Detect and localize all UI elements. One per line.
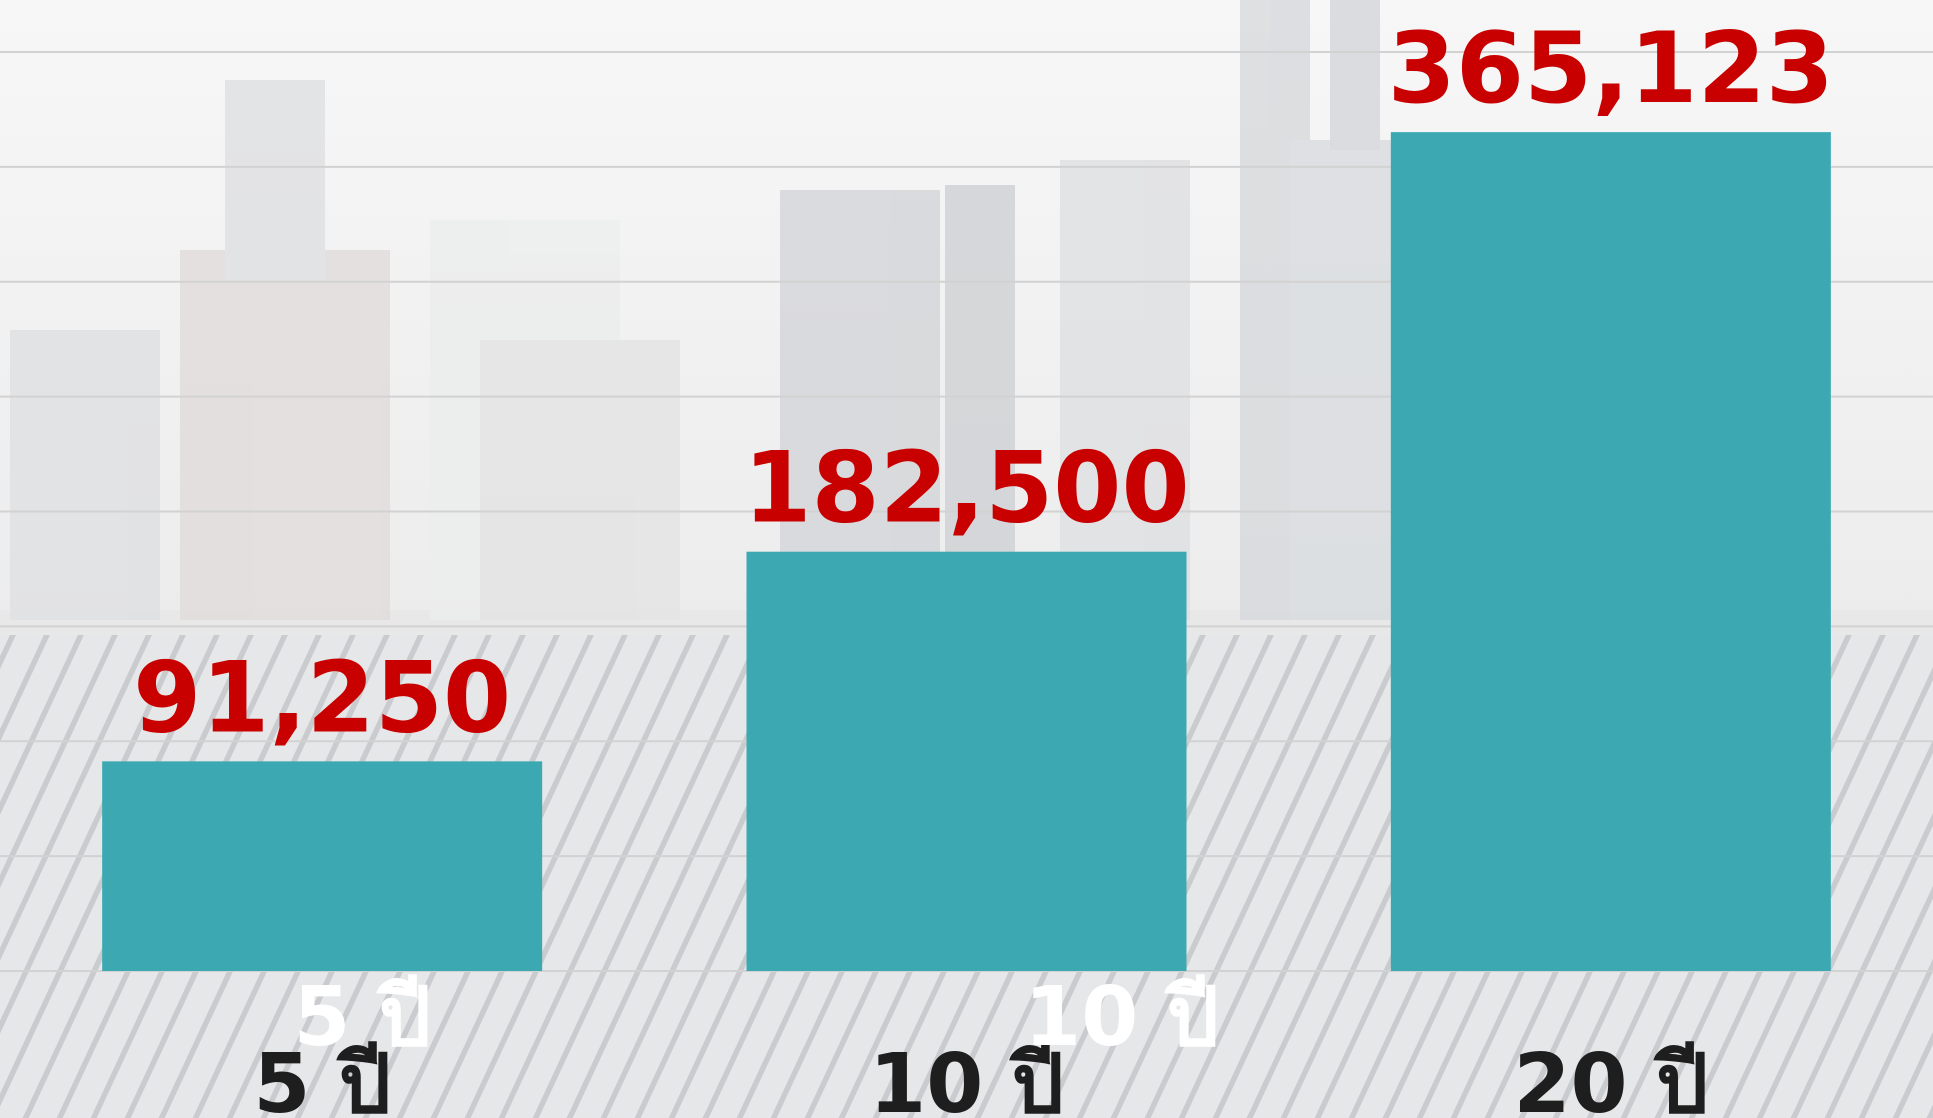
- bar: [1390, 132, 1831, 972]
- annotation: 10 ปี: [1024, 970, 1219, 1065]
- value-label: 91,250: [133, 641, 511, 755]
- bar: [746, 551, 1187, 971]
- x-tick-label: 20 ปี: [1513, 1037, 1708, 1118]
- value-label: 365,123: [1388, 12, 1834, 126]
- value-label: 182,500: [743, 432, 1189, 546]
- annotation: 5 ปี: [293, 970, 431, 1065]
- x-tick-label: 5 ปี: [253, 1037, 391, 1118]
- x-tick-label: 10 ปี: [869, 1037, 1064, 1118]
- bar: [102, 761, 543, 971]
